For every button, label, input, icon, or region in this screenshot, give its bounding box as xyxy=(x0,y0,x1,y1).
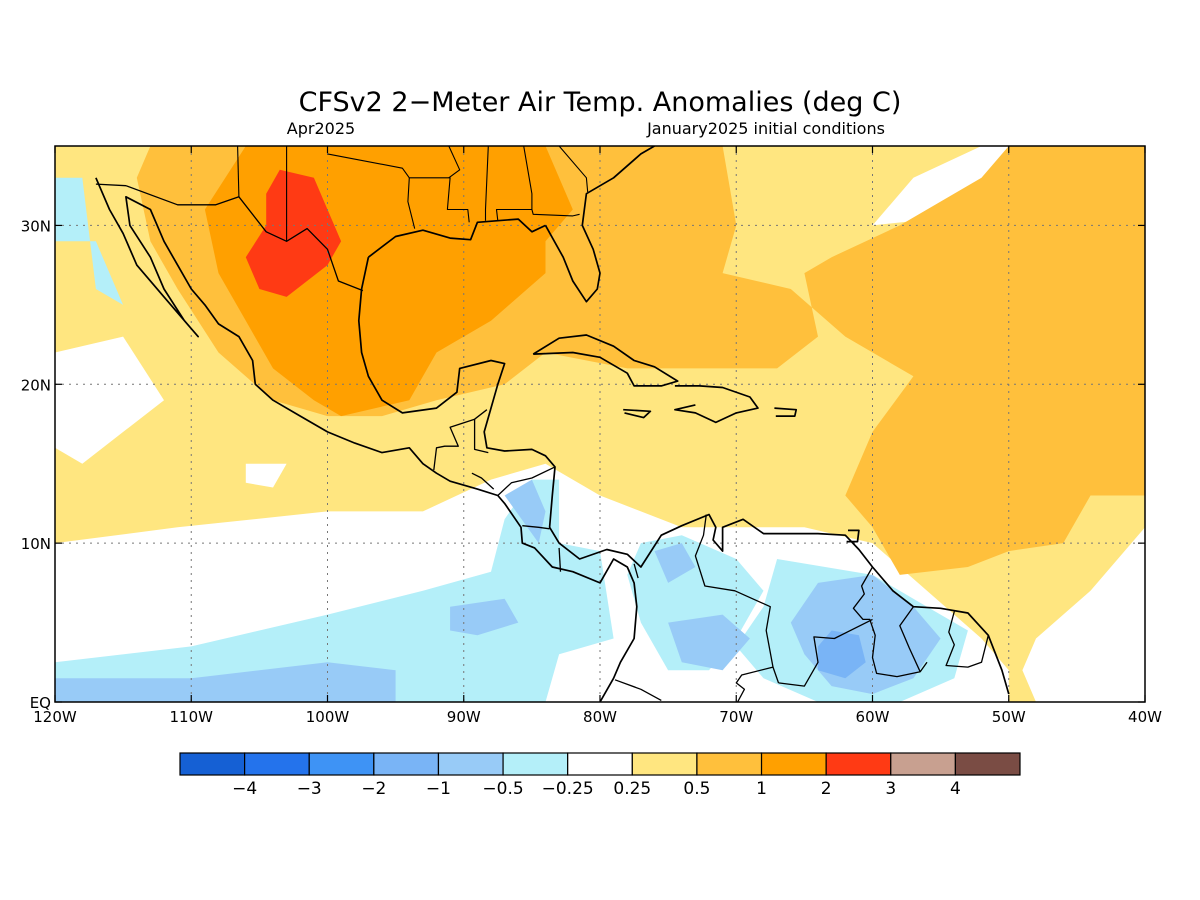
country-border xyxy=(473,419,489,454)
country-border xyxy=(694,514,780,684)
anomaly-region-14 xyxy=(668,614,750,671)
colorbar-swatch xyxy=(437,752,504,776)
x-tick-label: 110W xyxy=(170,708,214,726)
colorbar-label: 1 xyxy=(756,779,767,799)
colorbar-label: −1 xyxy=(426,779,451,799)
state-border xyxy=(531,209,580,217)
coastline xyxy=(623,408,652,419)
colorbar-label: 2 xyxy=(821,779,832,799)
country-border xyxy=(735,666,774,702)
anomaly-fill-layer xyxy=(55,146,1145,702)
coastline xyxy=(774,407,798,417)
colorbar-label: 0.25 xyxy=(613,779,651,799)
colorbar-label: 0.5 xyxy=(683,779,710,799)
state-border xyxy=(448,146,461,179)
colorbar-swatch xyxy=(308,752,375,776)
colorbar-label: −0.25 xyxy=(542,779,594,799)
colorbar-label: 3 xyxy=(885,779,896,799)
anomaly-region-6 xyxy=(55,177,124,305)
anomaly-region-11 xyxy=(450,598,519,636)
coastline xyxy=(674,385,759,424)
country-border xyxy=(95,183,364,292)
country-border xyxy=(614,679,662,701)
state-border xyxy=(484,146,489,221)
x-tick-label: 50W xyxy=(992,708,1026,726)
x-tick-label: 120W xyxy=(33,708,77,726)
colorbar-label: −0.5 xyxy=(482,779,523,799)
country-border xyxy=(497,466,556,496)
colorbar: −4 −3 −2 −1 −0.5 −0.25 0.25 0.5 1 2 3 4 xyxy=(179,752,1021,799)
state-border xyxy=(409,177,470,223)
coastline xyxy=(544,146,655,303)
initial-conditions-label: January2025 initial conditions xyxy=(646,119,885,138)
coastline xyxy=(95,177,638,702)
colorbar-swatch xyxy=(890,752,956,776)
figure-title: CFSv2 2−Meter Air Temp. Anomalies (deg C… xyxy=(299,87,902,118)
anomaly-region-16 xyxy=(818,630,866,679)
x-tick-label: 100W xyxy=(306,708,350,726)
anomaly-region-4 xyxy=(1022,527,1145,702)
valid-month-label: Apr2025 xyxy=(287,119,355,138)
country-border xyxy=(852,566,928,678)
coastline xyxy=(846,529,860,543)
x-tick-label: 40W xyxy=(1128,708,1162,726)
colorbar-swatch xyxy=(954,752,1021,776)
x-tick-label: 80W xyxy=(583,708,617,726)
colorbar-label: −3 xyxy=(297,779,322,799)
state-border xyxy=(407,177,416,229)
state-border xyxy=(327,153,410,179)
x-tick-label: 90W xyxy=(447,708,481,726)
country-border xyxy=(945,611,989,668)
colorbar-label: 4 xyxy=(950,779,961,799)
colorbar-swatch xyxy=(567,752,633,776)
coastline xyxy=(532,334,679,387)
anomaly-region-13 xyxy=(654,543,696,583)
colorbar-swatch xyxy=(179,752,246,776)
country-border xyxy=(471,472,495,490)
colorbar-label: −4 xyxy=(232,779,257,799)
y-tick-label: 20N xyxy=(21,376,51,394)
state-border xyxy=(237,146,240,197)
country-border xyxy=(558,547,562,572)
coastline xyxy=(367,218,546,258)
colorbar-swatch xyxy=(696,752,763,776)
colorbar-swatch xyxy=(631,752,698,776)
anomaly-region-10 xyxy=(55,662,396,702)
country-border xyxy=(633,563,639,579)
anomaly-region-1 xyxy=(55,336,164,464)
colorbar-swatch xyxy=(373,752,440,776)
map-area xyxy=(55,146,1145,702)
map-axes: 120W 110W 100W 90W 80W 70W 60W 50W 40W EQ 10N 20N 30… xyxy=(21,146,1162,726)
y-tick-label: EQ xyxy=(30,694,51,712)
colorbar-swatch xyxy=(760,752,827,776)
country-border xyxy=(522,525,550,530)
x-tick-label: 70W xyxy=(719,708,753,726)
colorbar-label: −2 xyxy=(361,779,386,799)
coastline-border-layer xyxy=(95,146,1010,702)
country-border xyxy=(778,618,873,687)
anomaly-region-5 xyxy=(245,463,287,488)
anomaly-region-19 xyxy=(245,169,342,297)
x-tick-label: 60W xyxy=(856,708,890,726)
graticule xyxy=(55,146,1145,702)
country-border xyxy=(899,606,921,673)
colorbar-swatch xyxy=(825,752,892,776)
state-border xyxy=(558,146,589,193)
colorbar-swatch xyxy=(502,752,569,776)
coastline xyxy=(357,257,1010,695)
y-tick-label: 10N xyxy=(21,535,51,553)
y-tick-label: 30N xyxy=(21,217,51,235)
colorbar-swatch xyxy=(244,752,310,776)
anomaly-region-7 xyxy=(55,479,614,702)
